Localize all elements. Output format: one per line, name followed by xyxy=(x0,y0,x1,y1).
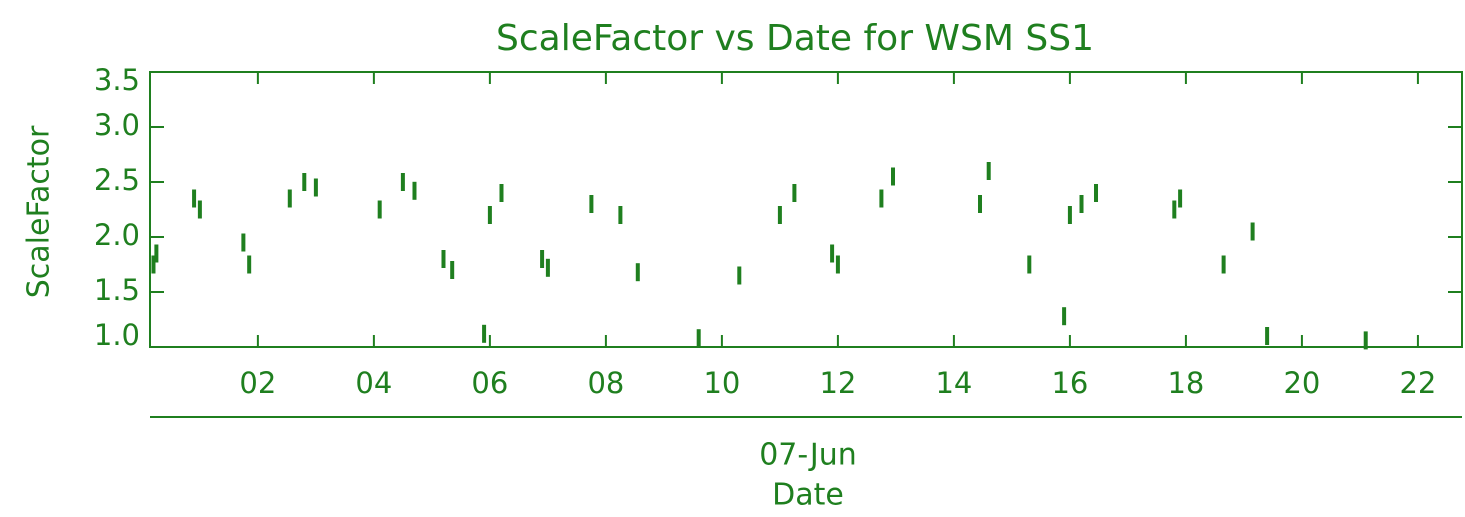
x-tick-label: 16 xyxy=(1051,366,1088,400)
point xyxy=(1027,255,1032,274)
point xyxy=(400,173,405,191)
point xyxy=(247,255,252,274)
y-tick-label: 1.5 xyxy=(94,273,140,307)
point xyxy=(1178,189,1183,208)
point xyxy=(450,261,455,279)
x-tick-label: 18 xyxy=(1167,366,1204,400)
x-axis-label: Date xyxy=(772,478,844,513)
point xyxy=(154,244,159,263)
x-tick-label: 20 xyxy=(1283,366,1320,400)
y-tick-label: 2.5 xyxy=(94,163,140,197)
x-tick-label: 08 xyxy=(587,366,624,400)
point xyxy=(737,266,742,285)
x-tick-label: 22 xyxy=(1399,366,1436,400)
point xyxy=(441,250,446,268)
x-tick-label: 06 xyxy=(471,366,508,400)
point xyxy=(978,195,983,213)
point xyxy=(313,178,318,197)
point xyxy=(412,181,417,200)
y-axis-label: ScaleFactor xyxy=(22,125,57,298)
point xyxy=(879,189,884,208)
chart-title: ScaleFactor vs Date for WSM SS1 xyxy=(496,18,1094,59)
point xyxy=(499,184,504,202)
point xyxy=(241,233,246,252)
point xyxy=(1221,255,1226,274)
y-tick-label: 3.0 xyxy=(94,108,140,142)
point xyxy=(1363,331,1368,350)
point xyxy=(197,200,202,219)
point xyxy=(482,324,487,343)
point xyxy=(1094,184,1099,202)
point xyxy=(835,255,840,274)
point xyxy=(377,200,382,219)
point xyxy=(618,206,623,224)
point xyxy=(302,173,307,191)
point xyxy=(777,206,782,224)
point xyxy=(891,167,896,186)
point xyxy=(545,258,550,277)
point xyxy=(1172,200,1177,219)
point xyxy=(1265,327,1270,345)
point xyxy=(487,206,492,224)
point xyxy=(151,255,156,274)
x-axis-sublabel: 07-Jun xyxy=(759,438,857,473)
x-tick-label: 12 xyxy=(819,366,856,400)
x-tick-label: 02 xyxy=(239,366,276,400)
point xyxy=(1067,206,1072,224)
point xyxy=(192,189,197,208)
x-tick-label: 04 xyxy=(355,366,392,400)
point xyxy=(589,195,594,213)
point xyxy=(1079,195,1084,213)
point xyxy=(635,263,640,282)
plot-frame xyxy=(149,71,1463,348)
point xyxy=(986,162,991,180)
point xyxy=(792,184,797,202)
y-tick-label: 3.5 xyxy=(94,63,140,97)
point xyxy=(696,329,701,348)
point xyxy=(287,189,292,208)
y-tick-label: 1.0 xyxy=(94,318,140,352)
y-tick-label: 2.0 xyxy=(94,218,140,252)
x-tick-label: 14 xyxy=(935,366,972,400)
point xyxy=(1062,307,1067,326)
point xyxy=(830,244,835,263)
point xyxy=(540,250,545,268)
point xyxy=(1250,222,1255,241)
x-tick-label: 10 xyxy=(703,366,740,400)
